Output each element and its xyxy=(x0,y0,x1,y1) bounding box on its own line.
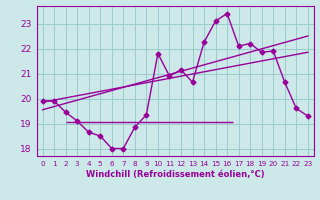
X-axis label: Windchill (Refroidissement éolien,°C): Windchill (Refroidissement éolien,°C) xyxy=(86,170,265,179)
